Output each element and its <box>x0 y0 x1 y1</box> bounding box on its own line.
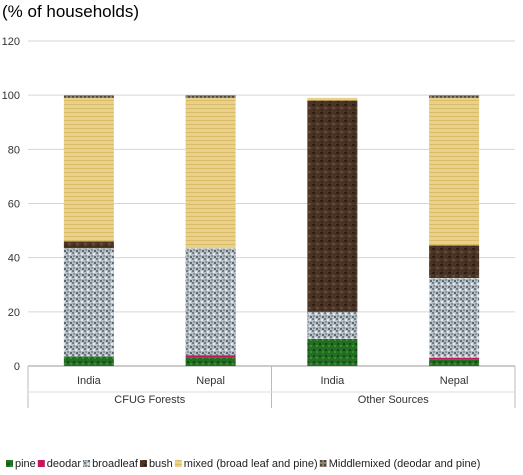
legend-swatch <box>139 460 147 467</box>
bar-segment-deodar <box>185 355 236 358</box>
legend-label: bush <box>149 458 173 470</box>
y-tick-label: 100 <box>2 90 20 102</box>
bar-segment-middlemixed <box>63 95 114 98</box>
bar-segment-pine <box>429 359 480 366</box>
y-tick-label: 0 <box>14 361 20 373</box>
legend-label: broadleaf <box>92 458 139 470</box>
bar-segment-middlemixed <box>429 95 480 98</box>
x-category-label: India <box>77 375 102 387</box>
y-axis-label: (% of households) <box>2 2 139 21</box>
x-group-label: Other Sources <box>358 394 429 406</box>
bar-segment-mixed <box>185 97 236 249</box>
legend-label: mixed (broad leaf and pine) <box>184 458 318 470</box>
legend: pine deodar broadleaf bush mixed (broad leaf… <box>6 458 480 470</box>
legend-label: Middlemixed (deodar and pine) <box>329 458 481 470</box>
x-category-label: Nepal <box>440 375 469 387</box>
bar-segment-broadleaf <box>429 277 480 358</box>
bar-segment-middlemixed <box>185 95 236 98</box>
x-category-label: Nepal <box>196 375 225 387</box>
x-category-label: India <box>320 375 345 387</box>
bar-segment-mixed <box>63 97 114 242</box>
bar-segment-broadleaf <box>63 248 114 357</box>
bars <box>63 95 480 366</box>
legend-swatch <box>174 460 182 467</box>
y-axis-ticks: 0 20 40 60 80 100 120 <box>2 36 20 373</box>
x-axis: India Nepal India Nepal CFUG Forests Other So… <box>27 366 516 408</box>
bar-segment-mixed <box>307 97 358 101</box>
y-tick-label: 60 <box>8 199 20 211</box>
legend-label: pine <box>15 458 36 470</box>
legend-swatch <box>37 460 45 467</box>
legend-swatch <box>6 460 13 467</box>
bar-segment-mixed <box>429 97 480 246</box>
bar-segment-pine <box>185 357 236 366</box>
legend-label: deodar <box>47 458 82 470</box>
bar-segment-deodar <box>429 357 480 360</box>
bar-segment-bush <box>63 241 114 249</box>
bar-segment-pine <box>63 356 114 366</box>
bar-segment-broadleaf <box>307 311 358 339</box>
bar-segment-bush <box>429 245 480 278</box>
y-tick-label: 40 <box>8 253 20 265</box>
x-group-label: CFUG Forests <box>114 394 185 406</box>
y-tick-label: 120 <box>2 36 20 48</box>
legend-swatch <box>83 460 91 467</box>
y-tick-label: 80 <box>8 144 20 156</box>
bar-segment-broadleaf <box>185 248 236 356</box>
bar-segment-bush <box>307 100 358 312</box>
bar-segment-pine <box>307 338 358 366</box>
legend-swatch <box>319 460 327 467</box>
y-tick-label: 20 <box>8 307 20 319</box>
